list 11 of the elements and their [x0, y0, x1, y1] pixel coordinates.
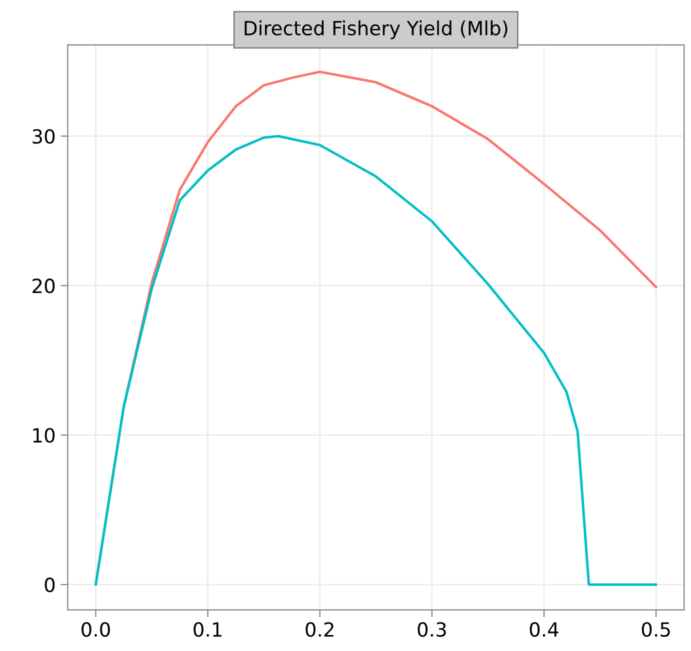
y-tick-label: 10 — [33, 428, 55, 443]
x-tick-label: 0.2 — [306, 622, 334, 637]
x-tick-label: 0.0 — [82, 622, 110, 637]
x-tick-label: 0.5 — [642, 622, 670, 637]
x-tick-label: 0.4 — [530, 622, 558, 637]
y-tick-label: 30 — [32, 129, 55, 144]
chart-title: Directed Fishery Yield (Mlb) — [244, 20, 508, 40]
x-tick-label: 0.3 — [418, 622, 446, 637]
y-tick-label: 20 — [32, 278, 55, 294]
y-tick-label: 0 — [44, 578, 55, 592]
x-tick-label: 0.1 — [194, 622, 222, 637]
